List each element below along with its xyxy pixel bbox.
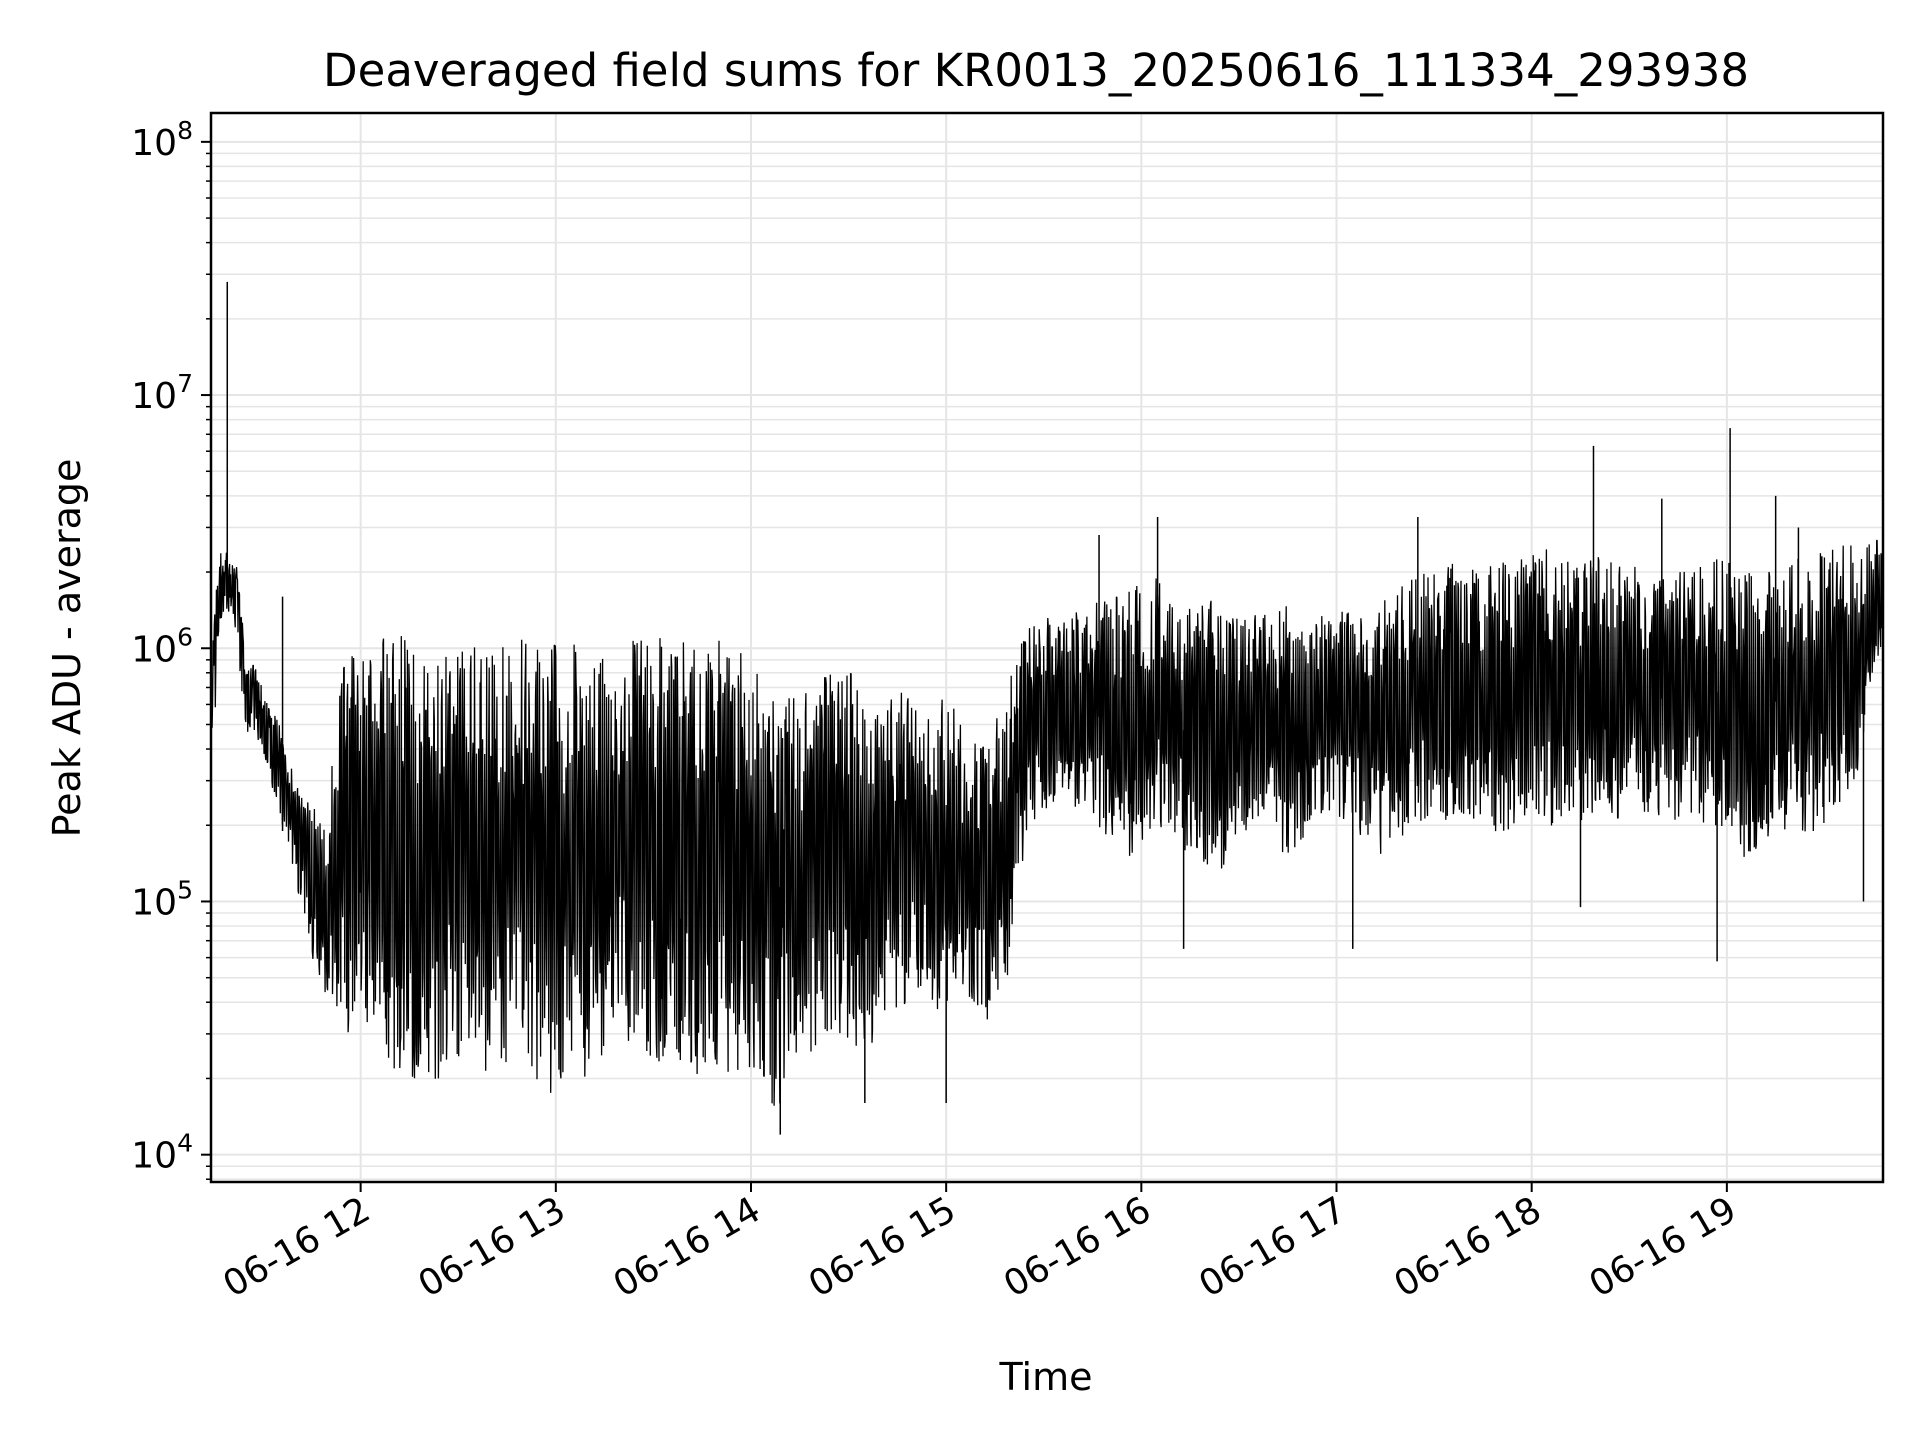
y-tick-label: 108	[131, 116, 193, 164]
data-series-line	[210, 539, 1884, 1106]
y-axis-label: Peak ADU - average	[45, 459, 89, 838]
y-axis: 104 105 106 107 108	[131, 116, 211, 1180]
y-tick-label: 104	[131, 1129, 193, 1177]
y-tick-label: 106	[131, 622, 193, 670]
y-tick-label: 107	[131, 369, 193, 417]
plot-area	[210, 153, 1884, 1135]
x-axis-label: Time	[999, 1355, 1093, 1399]
y-tick-label: 105	[131, 875, 193, 923]
chart-title: Deaveraged field sums for KR0013_2025061…	[323, 44, 1749, 97]
